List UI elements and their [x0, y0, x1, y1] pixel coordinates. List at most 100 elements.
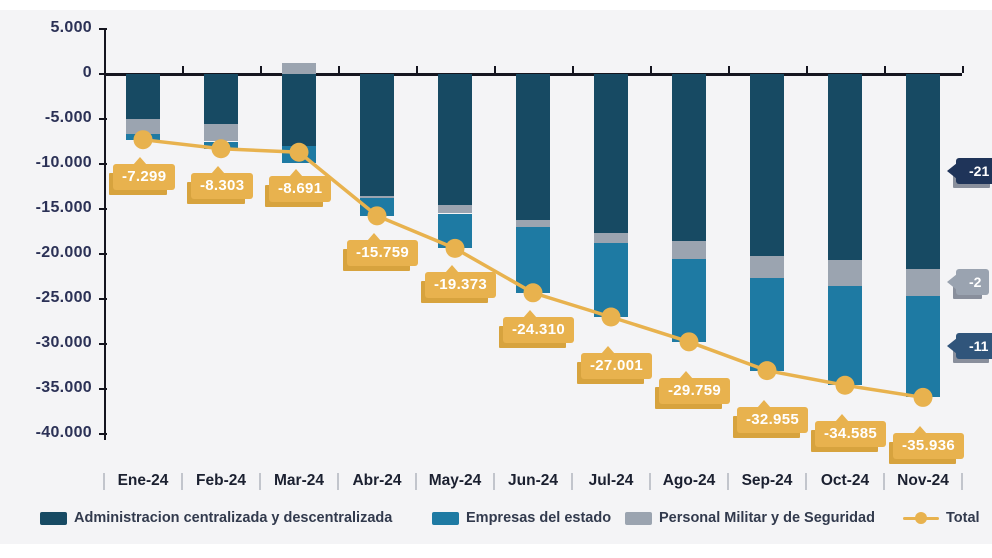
- x-axis-category-label: Jun-24: [508, 472, 558, 489]
- y-axis-tick-mark: [99, 118, 107, 120]
- y-axis-line: [104, 29, 106, 440]
- x-axis-label-separator: [649, 473, 651, 490]
- x-axis-category-label: Nov-24: [897, 472, 949, 489]
- y-axis-tick-mark: [99, 388, 107, 390]
- legend-dot: [915, 512, 927, 524]
- bar-segment: [438, 74, 472, 206]
- x-axis-tick-mark: [338, 66, 340, 73]
- segment-end-tag-value: -11: [969, 337, 989, 354]
- legend-label: Total: [946, 510, 980, 526]
- x-axis-label-separator: [493, 473, 495, 490]
- bar-segment: [282, 146, 316, 164]
- x-axis-tick-mark: [572, 66, 574, 73]
- x-axis-tick-mark: [728, 66, 730, 73]
- y-axis-tick-mark: [99, 433, 107, 435]
- legend-label: Administracion centralizada y descentral…: [74, 510, 393, 526]
- x-axis-label-separator: [415, 473, 417, 490]
- x-axis-label-separator: [883, 473, 885, 490]
- total-value-label: -15.759: [347, 232, 418, 266]
- x-axis-category-label: Jul-24: [588, 472, 634, 489]
- total-value-label: -29.759: [659, 370, 730, 404]
- total-value-label: -19.373: [425, 265, 496, 299]
- bar-segment: [360, 198, 394, 216]
- x-axis-label-separator: [727, 473, 729, 490]
- legend-swatch: [40, 511, 67, 525]
- x-axis-label-separator: [961, 473, 963, 490]
- segment-end-tag: -11: [946, 332, 992, 359]
- legend-swatch: [432, 511, 459, 525]
- x-axis-category-label: Abr-24: [352, 472, 402, 489]
- bar-segment: [750, 74, 784, 256]
- bar-segment: [204, 141, 238, 149]
- bar-segment: [906, 296, 940, 398]
- bar-segment: [906, 269, 940, 297]
- bar-segment: [906, 74, 940, 270]
- bar-segment: [516, 226, 550, 293]
- y-axis-tick-mark: [99, 73, 107, 75]
- bar-segment: [750, 278, 784, 371]
- bar-segment: [828, 260, 862, 287]
- x-axis-label-separator: [181, 473, 183, 490]
- x-axis-tick-mark: [806, 66, 808, 73]
- legend-item: Personal Militar y de Seguridad: [625, 510, 875, 526]
- bar-segment: [672, 241, 706, 260]
- bar-segment: [828, 74, 862, 261]
- x-axis-label-separator: [805, 473, 807, 490]
- x-axis-label-separator: [571, 473, 573, 490]
- bar-segment: [438, 205, 472, 214]
- bottom-margin: [0, 544, 992, 558]
- y-axis-tick-mark: [99, 298, 107, 300]
- y-axis-tick-label: -25.000: [35, 289, 92, 306]
- x-axis-tick-mark: [962, 66, 964, 73]
- bar-segment: [516, 74, 550, 220]
- bar-segment: [594, 74, 628, 234]
- total-value-label: -27.001: [581, 346, 652, 379]
- x-axis-tick-mark: [260, 66, 262, 73]
- legend-label: Empresas del estado: [466, 510, 612, 526]
- bar-segment: [750, 255, 784, 279]
- x-axis-label-separator: [259, 473, 261, 490]
- x-axis-category-label: Oct-24: [820, 472, 870, 489]
- y-axis-tick-label: -5.000: [44, 109, 92, 126]
- y-axis-tick-label: -30.000: [35, 334, 92, 351]
- y-axis-tick-mark: [99, 208, 107, 210]
- bar-segment: [672, 259, 706, 342]
- y-axis-tick-mark: [99, 28, 107, 30]
- bar-segment: [282, 63, 316, 74]
- x-axis-tick-mark: [182, 66, 184, 73]
- y-axis-tick-label: -40.000: [35, 424, 92, 441]
- segment-end-tag-value: -2: [969, 273, 982, 290]
- legend-swatch: [625, 511, 652, 525]
- x-axis-category-label: May-24: [428, 472, 482, 489]
- x-axis-tick-mark: [416, 66, 418, 73]
- legend-line-dot-marker: [903, 512, 939, 524]
- total-value-label: -7.299: [113, 156, 176, 190]
- total-value-label: -8.691: [269, 169, 332, 203]
- segment-end-tag-value: -21: [969, 162, 990, 179]
- x-axis-category-label: Ene-24: [117, 472, 169, 489]
- total-value-label: -24.310: [503, 309, 574, 343]
- y-axis-tick-mark: [99, 163, 107, 165]
- total-value-label: -32.955: [737, 399, 808, 433]
- y-axis-tick-label: 5.000: [50, 19, 92, 36]
- segment-end-tag: -2: [946, 268, 990, 295]
- bar-segment: [516, 219, 550, 227]
- x-axis-label-separator: [337, 473, 339, 490]
- total-value-label: -8.303: [191, 165, 254, 199]
- bar-segment: [594, 243, 628, 317]
- bar-segment: [828, 286, 862, 386]
- bar-segment: [594, 233, 628, 244]
- legend-item: Empresas del estado: [432, 510, 611, 526]
- x-axis-category-label: Ago-24: [662, 472, 716, 489]
- y-axis-tick-label: -15.000: [35, 199, 92, 216]
- bar-segment: [204, 74, 238, 125]
- bar-segment: [126, 119, 160, 135]
- bar-segment: [360, 74, 394, 197]
- bar-segment: [282, 74, 316, 146]
- bar-segment: [672, 74, 706, 242]
- y-axis-tick-mark: [99, 343, 107, 345]
- x-axis-category-label: Sep-24: [741, 472, 793, 489]
- x-axis-category-label: Feb-24: [196, 472, 246, 489]
- x-axis-tick-mark: [104, 66, 106, 73]
